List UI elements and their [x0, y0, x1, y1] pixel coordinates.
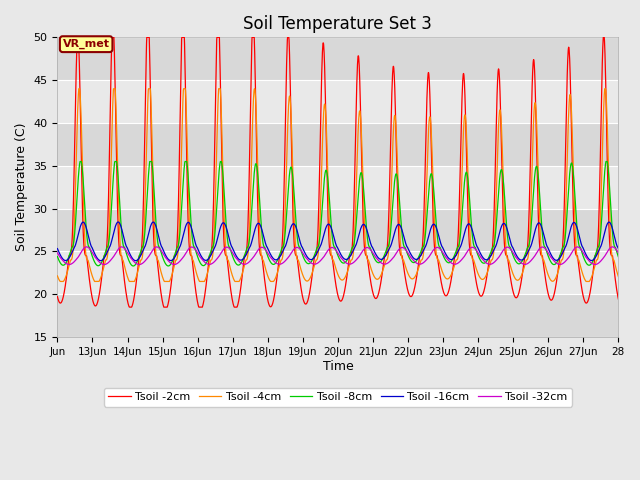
- Line: Tsoil -16cm: Tsoil -16cm: [58, 222, 618, 261]
- Tsoil -4cm: [614, 274, 622, 279]
- Tsoil -32cm: [110, 253, 118, 259]
- Tsoil -2cm: [607, 251, 614, 257]
- Legend: Tsoil -2cm, Tsoil -4cm, Tsoil -8cm, Tsoil -16cm, Tsoil -32cm: Tsoil -2cm, Tsoil -4cm, Tsoil -8cm, Tsoi…: [104, 388, 572, 407]
- Tsoil -4cm: [372, 276, 380, 282]
- Text: VR_met: VR_met: [63, 39, 109, 49]
- Tsoil -2cm: [231, 304, 239, 310]
- Tsoil -8cm: [231, 259, 239, 265]
- Tsoil -2cm: [508, 279, 515, 285]
- X-axis label: Time: Time: [323, 360, 353, 372]
- Tsoil -2cm: [74, 35, 81, 40]
- Tsoil -16cm: [614, 246, 622, 252]
- Tsoil -2cm: [372, 296, 380, 301]
- Tsoil -2cm: [110, 35, 118, 40]
- Tsoil -16cm: [372, 252, 380, 257]
- Tsoil -8cm: [110, 169, 118, 175]
- Tsoil -4cm: [54, 273, 61, 279]
- Tsoil -4cm: [607, 239, 614, 244]
- Title: Soil Temperature Set 3: Soil Temperature Set 3: [243, 15, 433, 33]
- Line: Tsoil -32cm: Tsoil -32cm: [58, 247, 618, 264]
- Tsoil -32cm: [508, 247, 515, 253]
- Tsoil -32cm: [231, 254, 239, 260]
- Tsoil -4cm: [110, 86, 118, 92]
- Tsoil -4cm: [508, 266, 515, 272]
- Tsoil -16cm: [231, 251, 239, 256]
- Line: Tsoil -4cm: Tsoil -4cm: [58, 89, 618, 281]
- Tsoil -32cm: [100, 262, 108, 267]
- Tsoil -8cm: [607, 205, 614, 211]
- Tsoil -4cm: [75, 86, 83, 92]
- Tsoil -32cm: [539, 244, 547, 250]
- Bar: [58, 252, 618, 294]
- Tsoil -16cm: [132, 258, 140, 264]
- Line: Tsoil -2cm: Tsoil -2cm: [58, 37, 618, 307]
- Tsoil -8cm: [539, 236, 547, 241]
- Tsoil -16cm: [109, 231, 117, 237]
- Tsoil -32cm: [614, 250, 622, 256]
- Tsoil -32cm: [54, 250, 61, 256]
- Bar: [58, 166, 618, 209]
- Tsoil -4cm: [56, 278, 64, 284]
- Tsoil -2cm: [614, 296, 622, 302]
- Tsoil -32cm: [607, 245, 614, 251]
- Tsoil -4cm: [231, 278, 239, 284]
- Tsoil -16cm: [114, 219, 122, 225]
- Tsoil -2cm: [125, 304, 133, 310]
- Tsoil -16cm: [539, 228, 547, 234]
- Tsoil -16cm: [54, 246, 61, 252]
- Tsoil -8cm: [508, 247, 515, 253]
- Line: Tsoil -8cm: Tsoil -8cm: [58, 162, 618, 266]
- Tsoil -8cm: [76, 159, 84, 165]
- Tsoil -16cm: [607, 221, 614, 227]
- Tsoil -16cm: [508, 241, 515, 247]
- Tsoil -8cm: [614, 254, 622, 260]
- Tsoil -2cm: [54, 294, 61, 300]
- Tsoil -32cm: [372, 255, 380, 261]
- Tsoil -32cm: [118, 244, 125, 250]
- Bar: [58, 80, 618, 123]
- Y-axis label: Soil Temperature (C): Soil Temperature (C): [15, 123, 28, 252]
- Tsoil -8cm: [372, 258, 380, 264]
- Tsoil -8cm: [129, 263, 137, 269]
- Tsoil -8cm: [54, 253, 61, 259]
- Tsoil -2cm: [539, 256, 547, 262]
- Tsoil -4cm: [539, 257, 547, 263]
